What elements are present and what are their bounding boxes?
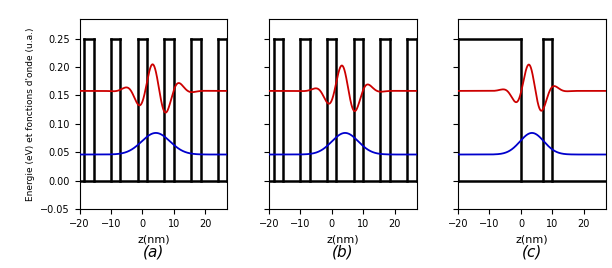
X-axis label: z(nm): z(nm): [326, 234, 359, 244]
X-axis label: z(nm): z(nm): [516, 234, 548, 244]
Text: (b): (b): [332, 245, 354, 260]
Text: (c): (c): [522, 245, 542, 260]
X-axis label: z(nm): z(nm): [137, 234, 170, 244]
Text: (a): (a): [143, 245, 164, 260]
Y-axis label: Energie (eV) et fonctions d'onde (u.a.): Energie (eV) et fonctions d'onde (u.a.): [26, 27, 35, 201]
